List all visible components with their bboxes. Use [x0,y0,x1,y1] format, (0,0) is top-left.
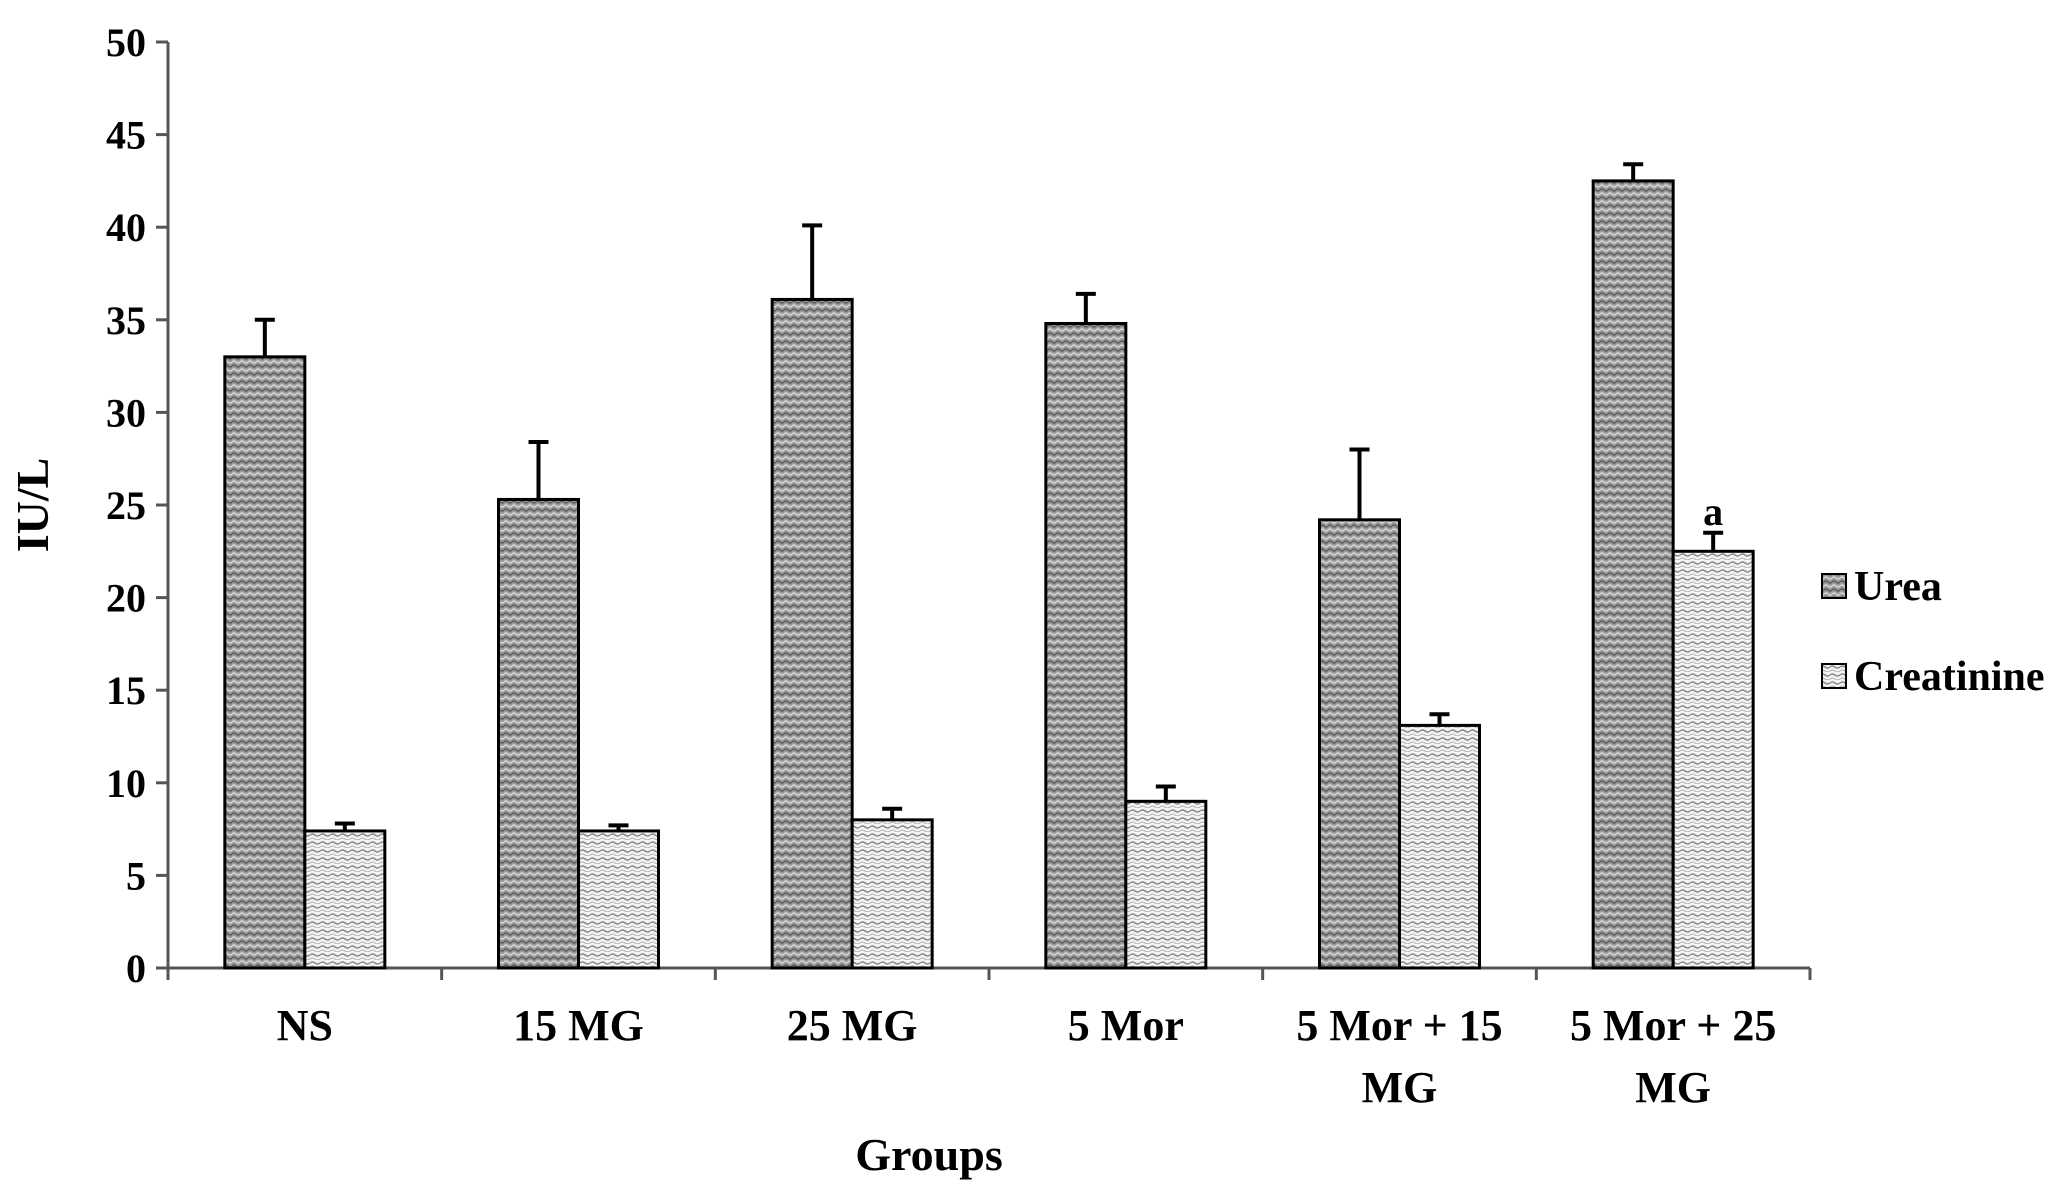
y-tick-label: 25 [106,483,146,528]
bar-urea-2 [770,297,854,970]
x-tick-label: MG [1362,1063,1438,1112]
y-tick-label: 30 [106,390,146,435]
bar-urea-0 [223,355,307,970]
legend-swatch-urea [1821,573,1847,599]
legend-swatch-creatinine [1821,663,1847,689]
x-tick-label: MG [1635,1063,1711,1112]
x-tick-label: 15 MG [513,1001,644,1050]
y-tick-label: 10 [106,761,146,806]
bar-creatinine-3 [1124,799,1208,970]
y-tick-label: 15 [106,668,146,713]
x-axis-title: Groups [855,1129,1002,1180]
y-tick-label: 50 [106,20,146,65]
bar-urea-5 [1591,179,1675,970]
bar-urea-4 [1318,518,1401,970]
annotation-label: a [1703,489,1723,534]
legend-label-urea: Urea [1854,564,1942,610]
legend-label-creatinine: Creatinine [1854,654,2045,700]
x-tick-label: NS [277,1001,333,1050]
bar-creatinine-5 [1671,549,1755,970]
bar-creatinine-0 [303,829,387,970]
y-tick-label: 20 [106,576,146,621]
x-tick-label: 5 Mor [1068,1001,1184,1050]
bar-urea-3 [1044,322,1128,970]
bar-creatinine-4 [1398,723,1481,970]
legend: Urea Creatinine [1821,564,2045,700]
bar-urea-1 [497,497,580,970]
y-tick-label: 0 [126,946,146,991]
x-tick-label: 5 Mor + 25 [1570,1001,1776,1050]
y-tick-label: 35 [106,298,146,343]
y-tick-label: 40 [106,205,146,250]
plot-area: 0 5 10 15 20 25 30 35 40 45 50 NS 15 MG 25 MG 5 Mor 5 M… [7,20,1812,1180]
y-tick-label: 45 [106,113,146,158]
x-tick-label: 25 MG [787,1001,918,1050]
bar-creatinine-2 [850,818,934,970]
bar-creatinine-1 [577,829,660,970]
y-axis-title: IU/L [7,458,58,553]
x-tick-label: 5 Mor + 15 [1296,1001,1502,1050]
y-tick-label: 5 [126,853,146,898]
